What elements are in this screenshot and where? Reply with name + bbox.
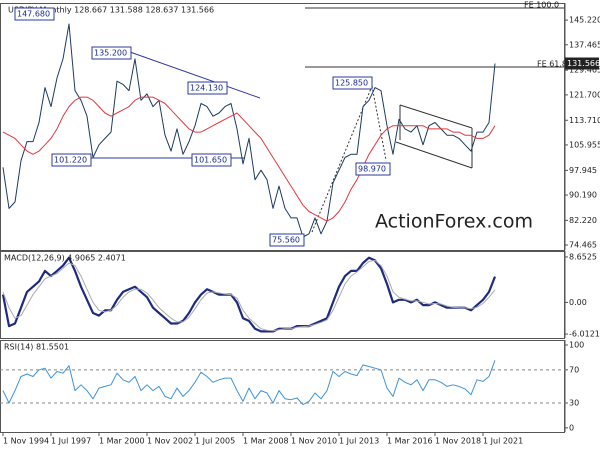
y-tick-label: 0.00 (569, 298, 587, 307)
y-tick-label: 121.700 (569, 90, 600, 99)
price-annotation: 101.650 (194, 156, 227, 165)
price-tag-box (565, 57, 599, 70)
price-annotation: 125.850 (335, 79, 368, 88)
y-tick-label: 30 (569, 398, 579, 407)
y-tick-label: 74.465 (569, 241, 597, 250)
price-tag: 131.566 (567, 59, 600, 68)
annotation-box (191, 153, 232, 167)
y-tick-label: -6.0121 (569, 330, 600, 339)
price-annotation: 75.560 (272, 236, 300, 245)
y-tick-label: 145.220 (569, 16, 600, 25)
annotation-box (51, 153, 92, 167)
x-tick-label: 1 Jul 2005 (195, 437, 235, 446)
y-tick-label: 97.945 (569, 166, 597, 175)
x-tick-label: 1 Jul 2013 (339, 437, 379, 446)
y-tick-label: 100 (569, 340, 584, 349)
price-annotation: 124.130 (190, 84, 223, 93)
y-tick-label: 137.465 (569, 40, 600, 49)
annotation-box (355, 162, 391, 176)
annotation-box (269, 233, 305, 247)
series-line (2, 96, 496, 222)
channel-line (399, 104, 473, 129)
y-tick-label: 70 (569, 365, 579, 374)
x-tick-label: 1 Nov 2010 (291, 437, 337, 446)
x-tick-label: 1 Mar 2000 (99, 437, 145, 446)
y-tick-label: 105.955 (569, 140, 600, 149)
projection-line (371, 85, 387, 161)
price-annotation: 98.970 (358, 165, 386, 174)
annotation-box (91, 46, 132, 60)
panel-title: MACD(12,26,9) 4.9065 2.4071 (4, 254, 126, 263)
x-tick-label: 1 Nov 2018 (435, 437, 481, 446)
channel-line (395, 141, 473, 169)
annotation-box (14, 7, 55, 21)
y-tick-label: 0 (569, 423, 574, 432)
price-annotation: 147.680 (17, 10, 50, 19)
y-tick-label: 129.465 (569, 66, 600, 75)
annotations: 147.680 135.200 124.130 125.850 101.220 101.6… (14, 7, 391, 247)
series-line (2, 259, 496, 332)
annotation-box (332, 76, 373, 90)
x-tick-label: 1 Mar 2016 (387, 437, 433, 446)
x-tick-label: 1 Jul 1997 (51, 437, 91, 446)
x-tick-label: 1 Jul 2021 (483, 437, 523, 446)
watermark: ActionForex.com (375, 211, 533, 233)
y-tick-label: 8.6525 (569, 252, 597, 261)
series-line (1, 256, 497, 333)
y-tick-label: 90.190 (569, 191, 597, 200)
annotation-box (187, 81, 228, 95)
series-line (2, 360, 496, 406)
price-annotation: 135.200 (94, 49, 127, 58)
fib-label: FE 61.8 (537, 60, 567, 69)
series-line (2, 23, 496, 238)
price-annotation: 101.220 (54, 156, 87, 165)
drawings (88, 7, 565, 233)
panel-title: USDJPY Monthly 128.667 131.588 128.637 1… (8, 6, 214, 15)
trend-line (129, 51, 261, 99)
x-tick-label: 1 Nov 2002 (147, 437, 193, 446)
x-tick-label: 1 Nov 1994 (3, 437, 49, 446)
y-tick-label: 113.710 (569, 116, 600, 125)
y-tick-label: 82.220 (569, 216, 597, 225)
x-tick-label: 1 Mar 2008 (243, 437, 289, 446)
fib-label: FE 100.0 (524, 1, 559, 10)
panel-title: RSI(14) 81.5501 (4, 343, 69, 352)
